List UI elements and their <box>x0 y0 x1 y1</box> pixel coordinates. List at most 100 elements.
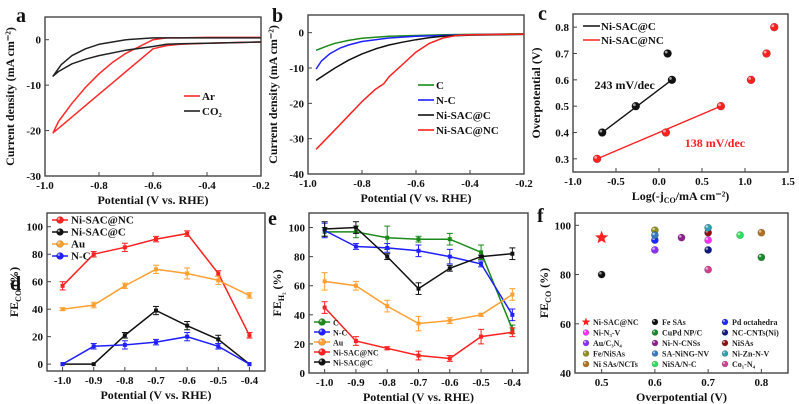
y-tick-label: 60 <box>32 277 44 289</box>
x-tick-label: 0.0 <box>652 176 666 188</box>
x-tick-label: -0.9 <box>347 377 365 389</box>
legend-marker <box>318 318 326 326</box>
legend-label: Ni-N₃-V <box>593 329 621 338</box>
legend-label: Co₁-N₄ <box>732 360 756 369</box>
point-highlight <box>319 319 322 322</box>
legend-label: N-C <box>71 251 91 263</box>
data-point <box>385 245 390 250</box>
data-point <box>122 342 127 347</box>
series-line <box>62 268 250 310</box>
point-highlight <box>663 129 666 133</box>
x-tick-label: 0.6 <box>648 377 662 389</box>
y-tick-label: 40 <box>294 310 306 322</box>
point-highlight <box>718 103 721 107</box>
legend-label: NiSAs <box>732 339 753 348</box>
data-point <box>154 340 158 345</box>
data-point <box>385 235 390 240</box>
point-highlight <box>319 329 322 332</box>
data-point <box>510 292 515 297</box>
point-highlight <box>652 247 655 250</box>
point-highlight <box>599 272 602 275</box>
y-tick-label: 80 <box>560 270 572 282</box>
x-tick-label: -0.4 <box>241 375 259 387</box>
data-point <box>661 128 671 137</box>
point-highlight <box>664 50 668 54</box>
data-point <box>416 237 421 242</box>
data-point <box>447 237 452 242</box>
point-highlight <box>758 254 762 258</box>
point-highlight <box>722 361 725 365</box>
y-tick-label: 60 <box>294 281 306 293</box>
legend-label: Ar <box>202 91 215 103</box>
legend-label: N-C <box>333 329 347 338</box>
data-point <box>216 337 221 342</box>
x-tick-label: 0.7 <box>701 377 715 389</box>
legend-label: Au <box>333 339 344 348</box>
point-highlight <box>652 227 655 231</box>
y-tick-label: 80 <box>294 252 306 264</box>
series-n-c <box>60 332 252 367</box>
data-point <box>592 154 602 164</box>
data-point <box>447 266 452 271</box>
point-highlight <box>319 339 322 342</box>
x-tick-label: -0.9 <box>85 375 103 387</box>
data-point <box>479 334 484 339</box>
series-line <box>324 229 514 316</box>
x-tick-label: -0.5 <box>607 176 625 188</box>
legend-label: Au/C₃N₄ <box>593 339 622 348</box>
data-point <box>91 303 96 308</box>
x-axis-label: Potential (V vs. RHE) <box>363 390 474 404</box>
legend-label: Ni-SAC@C <box>333 359 373 368</box>
x-tick-label: -0.8 <box>353 178 371 190</box>
point-highlight <box>583 330 586 333</box>
x-tick-label: -1.0 <box>564 176 582 188</box>
y-tick-label: 100 <box>555 220 572 232</box>
point-highlight <box>652 340 655 344</box>
y-tick-label: 0 <box>36 35 42 47</box>
legend-label: C <box>436 80 444 92</box>
point-highlight <box>57 229 61 232</box>
data-point <box>91 362 96 367</box>
panel-label: e <box>268 208 277 230</box>
data-point <box>216 278 221 283</box>
x-tick-label: -1.0 <box>316 377 334 389</box>
data-point <box>510 312 515 317</box>
data-point <box>322 305 327 310</box>
x-tick-label: -0.8 <box>379 377 397 389</box>
legend-label: Ni-SAC@NC <box>436 125 499 137</box>
x-tick-label: -0.6 <box>441 377 459 389</box>
point-highlight <box>583 361 586 365</box>
data-point <box>597 270 606 279</box>
tafel-slope-label: 138 mV/dec <box>685 136 746 150</box>
x-tick-label: -0.6 <box>178 375 196 387</box>
x-axis-label: Overpotential (V) <box>636 390 727 404</box>
data-point <box>704 246 713 254</box>
x-tick-label: -0.2 <box>252 180 270 192</box>
y-axis-label: FECO (%) <box>7 267 23 317</box>
data-point <box>322 227 327 231</box>
data-point <box>353 283 358 288</box>
point-highlight <box>705 247 709 250</box>
legend-label: N-C <box>436 95 456 107</box>
legend-label: Ni SAs/NCTs <box>593 360 638 369</box>
x-tick-label: 1.0 <box>738 176 752 188</box>
x-axis-label: Log(-jCO/mA cm⁻²) <box>632 189 730 205</box>
data-point <box>353 244 358 249</box>
legend-marker <box>651 329 659 336</box>
legend-marker <box>721 350 729 357</box>
data-point <box>60 362 65 367</box>
data-point <box>91 344 96 349</box>
x-tick-label: 0.5 <box>595 377 609 389</box>
data-point <box>631 101 641 111</box>
data-point <box>663 49 672 58</box>
series-au <box>321 272 516 332</box>
data-point <box>385 346 390 351</box>
y-tick-label: -20 <box>289 98 304 110</box>
data-point <box>704 236 713 244</box>
point-highlight <box>583 340 586 344</box>
legend-label: Ni-Zn-N-V <box>732 350 770 359</box>
y-tick-label: 100 <box>27 222 44 234</box>
legend-label: SA-NiNG-NV <box>662 350 709 359</box>
x-tick-label: -0.5 <box>472 377 490 389</box>
